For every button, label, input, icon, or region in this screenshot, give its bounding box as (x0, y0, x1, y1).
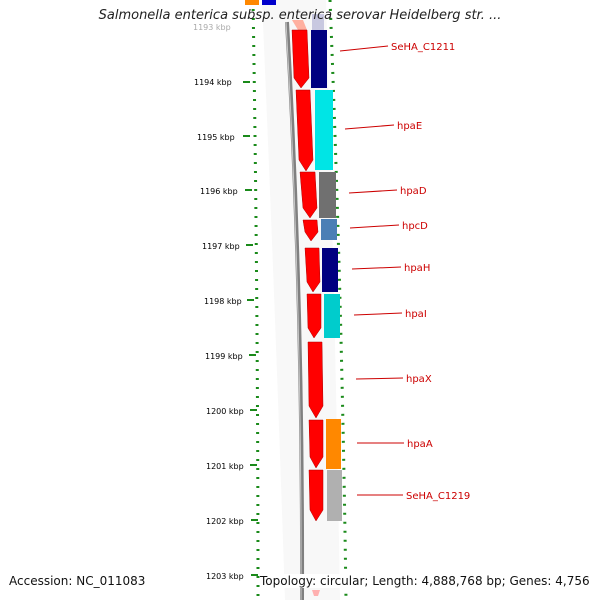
kbp-tick-label: 1199 kbp (205, 352, 243, 361)
gene-block-hpaE (315, 90, 333, 170)
gene-label: SeHA_C1219 (406, 491, 470, 502)
kbp-tick-label: 1201 kbp (206, 462, 244, 471)
gene-label: hpaD (400, 186, 427, 197)
gene-block-hpaA (326, 419, 341, 469)
gene-label: hpaX (406, 374, 432, 385)
cds-arrow (304, 247, 321, 293)
map-title: Salmonella enterica subsp. enterica sero… (98, 8, 502, 23)
kbp-tick-label: 1203 kbp (206, 572, 244, 581)
gene-leader-line (351, 266, 402, 270)
gene-label: hpaI (405, 309, 427, 320)
kbp-tick-label: 1195 kbp (197, 133, 235, 142)
gene-block-hpaH (322, 248, 338, 292)
kbp-tick-label: 1200 kbp (206, 407, 244, 416)
gene-block-hpaI (324, 294, 340, 338)
gene-label: hpcD (402, 221, 428, 232)
cds-arrow (306, 293, 322, 339)
genome-backbone-highlight (285, 21, 302, 600)
cds-arrow (299, 171, 318, 219)
gene-block-SeHA_C1211 (311, 30, 327, 88)
topology-summary: Topology: circular; Length: 4,888,768 bp… (260, 574, 590, 588)
kbp-tick-label: 1197 kbp (202, 242, 240, 251)
cds-arrow (291, 29, 310, 89)
kbp-tick-label: 1198 kbp (204, 297, 242, 306)
genome-backbone (285, 21, 305, 600)
gene-label: hpaE (397, 121, 422, 132)
gene-block-hpcD (321, 219, 337, 240)
gene-label: SeHA_C1211 (391, 42, 455, 53)
cds-arrow (292, 20, 307, 30)
cds-arrow (307, 341, 324, 419)
accession-text: Accession: NC_011083 (9, 574, 146, 588)
cds-arrow (308, 419, 324, 469)
cds-arrow (295, 89, 314, 172)
kbp-tick-label: 1194 kbp (194, 78, 232, 87)
gene-leader-line (355, 377, 404, 380)
gene-labels: SeHA_C1211 hpaE hpaD hpcD hpaH hpaI hpaX… (339, 42, 470, 502)
gene-label: hpaH (404, 263, 430, 274)
kbp-tick-label: 1202 kbp (206, 517, 244, 526)
partial-feature-orange (245, 0, 259, 5)
cds-arrow (302, 219, 319, 242)
gene-block-SeHA_C1219 (327, 470, 342, 521)
cds-track (291, 20, 324, 596)
kbp-ruler: 1193 kbp 1194 kbp 1195 kbp 1196 kbp 1197… (193, 23, 258, 581)
kbp-tick-label: 1196 kbp (200, 187, 238, 196)
gene-leader-line (348, 189, 398, 194)
cds-arrow (312, 590, 320, 596)
gene-leader-line (349, 224, 400, 229)
gene-label: hpaA (407, 439, 433, 450)
gene-block-hpaD (319, 172, 336, 218)
cog-track (311, 30, 342, 521)
kbp-tick-label-top: 1193 kbp (193, 23, 231, 32)
partial-feature-blue (262, 0, 276, 5)
partial-feature-gray (312, 14, 324, 30)
gene-leader-line (339, 45, 389, 52)
cds-arrow (308, 469, 324, 522)
gene-leader-line (344, 124, 395, 130)
gene-leader-line (353, 312, 403, 316)
